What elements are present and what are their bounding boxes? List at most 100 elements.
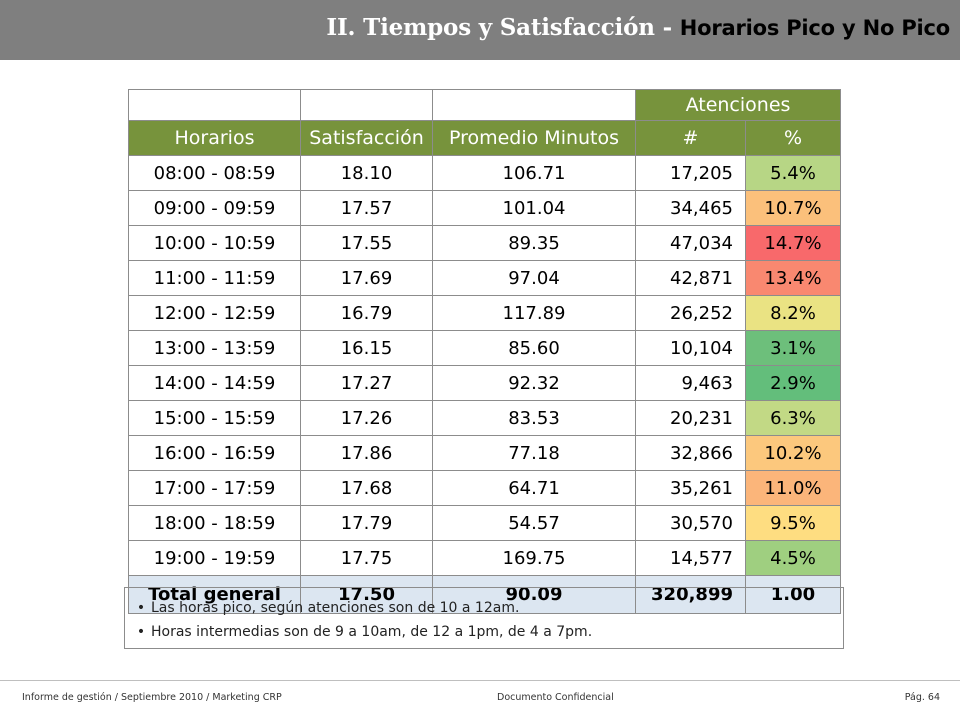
cell-percent: 11.0% xyxy=(745,470,841,506)
table-header-row: Horarios Satisfacción Promedio Minutos #… xyxy=(128,120,841,156)
cell-percent: 9.5% xyxy=(745,505,841,541)
notes-box: • Las horas pico, según atenciones son de… xyxy=(124,587,844,649)
cell-promedio-minutos: 101.04 xyxy=(432,190,636,226)
total-cell-count: 320,899 xyxy=(635,575,746,614)
table-row: 13:00 - 13:59 16.15 85.60 10,104 3.1% xyxy=(128,330,841,366)
cell-percent: 10.2% xyxy=(745,435,841,471)
cell-horario: 08:00 - 08:59 xyxy=(128,155,301,191)
header-horarios: Horarios xyxy=(128,120,301,156)
total-cell-promedio-minutos: 90.09 xyxy=(432,575,636,614)
blank-header-cell xyxy=(128,89,301,121)
bullet-icon: • xyxy=(136,600,146,616)
bullet-icon: • xyxy=(136,624,146,640)
cell-promedio-minutos: 92.32 xyxy=(432,365,636,401)
cell-promedio-minutos: 97.04 xyxy=(432,260,636,296)
cell-count: 10,104 xyxy=(635,330,746,366)
cell-satisfaccion: 17.69 xyxy=(300,260,433,296)
cell-count: 26,252 xyxy=(635,295,746,331)
cell-horario: 16:00 - 16:59 xyxy=(128,435,301,471)
cell-satisfaccion: 17.68 xyxy=(300,470,433,506)
cell-horario: 11:00 - 11:59 xyxy=(128,260,301,296)
cell-satisfaccion: 17.75 xyxy=(300,540,433,576)
cell-horario: 09:00 - 09:59 xyxy=(128,190,301,226)
table-row: 17:00 - 17:59 17.68 64.71 35,261 11.0% xyxy=(128,470,841,506)
cell-count: 34,465 xyxy=(635,190,746,226)
cell-percent: 14.7% xyxy=(745,225,841,261)
footer-divider xyxy=(0,680,960,681)
cell-promedio-minutos: 83.53 xyxy=(432,400,636,436)
table-row: 18:00 - 18:59 17.79 54.57 30,570 9.5% xyxy=(128,505,841,541)
header-satisfaccion: Satisfacción xyxy=(300,120,433,156)
total-cell-percent: 1.00 xyxy=(745,575,841,614)
cell-promedio-minutos: 77.18 xyxy=(432,435,636,471)
table-row: 16:00 - 16:59 17.86 77.18 32,866 10.2% xyxy=(128,435,841,471)
table-row: 11:00 - 11:59 17.69 97.04 42,871 13.4% xyxy=(128,260,841,296)
cell-horario: 15:00 - 15:59 xyxy=(128,400,301,436)
table-row: 12:00 - 12:59 16.79 117.89 26,252 8.2% xyxy=(128,295,841,331)
cell-count: 14,577 xyxy=(635,540,746,576)
cell-percent: 4.5% xyxy=(745,540,841,576)
cell-count: 30,570 xyxy=(635,505,746,541)
cell-satisfaccion: 17.57 xyxy=(300,190,433,226)
title-bar: II. Tiempos y Satisfacción - Horarios Pi… xyxy=(0,0,960,60)
slide-title-main: II. Tiempos y Satisfacción - xyxy=(326,14,680,41)
cell-promedio-minutos: 54.57 xyxy=(432,505,636,541)
note-item: • Horas intermedias son de 9 a 10am, de 1… xyxy=(131,620,843,644)
blank-header-cell xyxy=(300,89,433,121)
table-row: 09:00 - 09:59 17.57 101.04 34,465 10.7% xyxy=(128,190,841,226)
cell-promedio-minutos: 89.35 xyxy=(432,225,636,261)
cell-satisfaccion: 17.55 xyxy=(300,225,433,261)
table-row: 10:00 - 10:59 17.55 89.35 47,034 14.7% xyxy=(128,225,841,261)
total-cell-horario: Total general xyxy=(128,575,301,614)
cell-horario: 19:00 - 19:59 xyxy=(128,540,301,576)
header-promedio-minutos: Promedio Minutos xyxy=(432,120,636,156)
footer-confidential: Documento Confidencial xyxy=(497,692,614,703)
cell-satisfaccion: 17.27 xyxy=(300,365,433,401)
cell-count: 17,205 xyxy=(635,155,746,191)
cell-satisfaccion: 18.10 xyxy=(300,155,433,191)
cell-percent: 3.1% xyxy=(745,330,841,366)
cell-horario: 13:00 - 13:59 xyxy=(128,330,301,366)
table-row: 14:00 - 14:59 17.27 92.32 9,463 2.9% xyxy=(128,365,841,401)
cell-count: 47,034 xyxy=(635,225,746,261)
cell-promedio-minutos: 169.75 xyxy=(432,540,636,576)
cell-percent: 2.9% xyxy=(745,365,841,401)
note-text: Horas intermedias son de 9 a 10am, de 12… xyxy=(151,624,593,640)
cell-promedio-minutos: 85.60 xyxy=(432,330,636,366)
atenciones-group-header: Atenciones xyxy=(635,89,841,121)
cell-promedio-minutos: 64.71 xyxy=(432,470,636,506)
table-row: 15:00 - 15:59 17.26 83.53 20,231 6.3% xyxy=(128,400,841,436)
cell-satisfaccion: 16.79 xyxy=(300,295,433,331)
cell-promedio-minutos: 117.89 xyxy=(432,295,636,331)
slide-title: II. Tiempos y Satisfacción - Horarios Pi… xyxy=(326,14,950,41)
table-total-row: Total general 17.50 90.09 320,899 1.00 xyxy=(128,575,841,614)
table-group-header-row: Atenciones xyxy=(128,89,841,121)
cell-promedio-minutos: 106.71 xyxy=(432,155,636,191)
cell-percent: 13.4% xyxy=(745,260,841,296)
cell-satisfaccion: 17.79 xyxy=(300,505,433,541)
cell-satisfaccion: 16.15 xyxy=(300,330,433,366)
table-row: 08:00 - 08:59 18.10 106.71 17,205 5.4% xyxy=(128,155,841,191)
cell-horario: 12:00 - 12:59 xyxy=(128,295,301,331)
cell-count: 35,261 xyxy=(635,470,746,506)
cell-count: 32,866 xyxy=(635,435,746,471)
cell-horario: 14:00 - 14:59 xyxy=(128,365,301,401)
slide-title-sub: Horarios Pico y No Pico xyxy=(679,16,950,40)
header-percent: % xyxy=(745,120,841,156)
atenciones-table: Atenciones Horarios Satisfacción Promedi… xyxy=(128,89,841,614)
cell-percent: 5.4% xyxy=(745,155,841,191)
cell-percent: 10.7% xyxy=(745,190,841,226)
note-item: • Las horas pico, según atenciones son de… xyxy=(131,596,843,620)
cell-count: 9,463 xyxy=(635,365,746,401)
footer-report-info: Informe de gestión / Septiembre 2010 / M… xyxy=(22,692,282,703)
cell-count: 42,871 xyxy=(635,260,746,296)
header-count: # xyxy=(635,120,746,156)
footer-page-number: Pág. 64 xyxy=(904,692,940,703)
cell-satisfaccion: 17.86 xyxy=(300,435,433,471)
blank-header-cell xyxy=(432,89,636,121)
cell-horario: 17:00 - 17:59 xyxy=(128,470,301,506)
cell-count: 20,231 xyxy=(635,400,746,436)
note-text: Las horas pico, según atenciones son de … xyxy=(151,600,520,616)
table-row: 19:00 - 19:59 17.75 169.75 14,577 4.5% xyxy=(128,540,841,576)
cell-satisfaccion: 17.26 xyxy=(300,400,433,436)
